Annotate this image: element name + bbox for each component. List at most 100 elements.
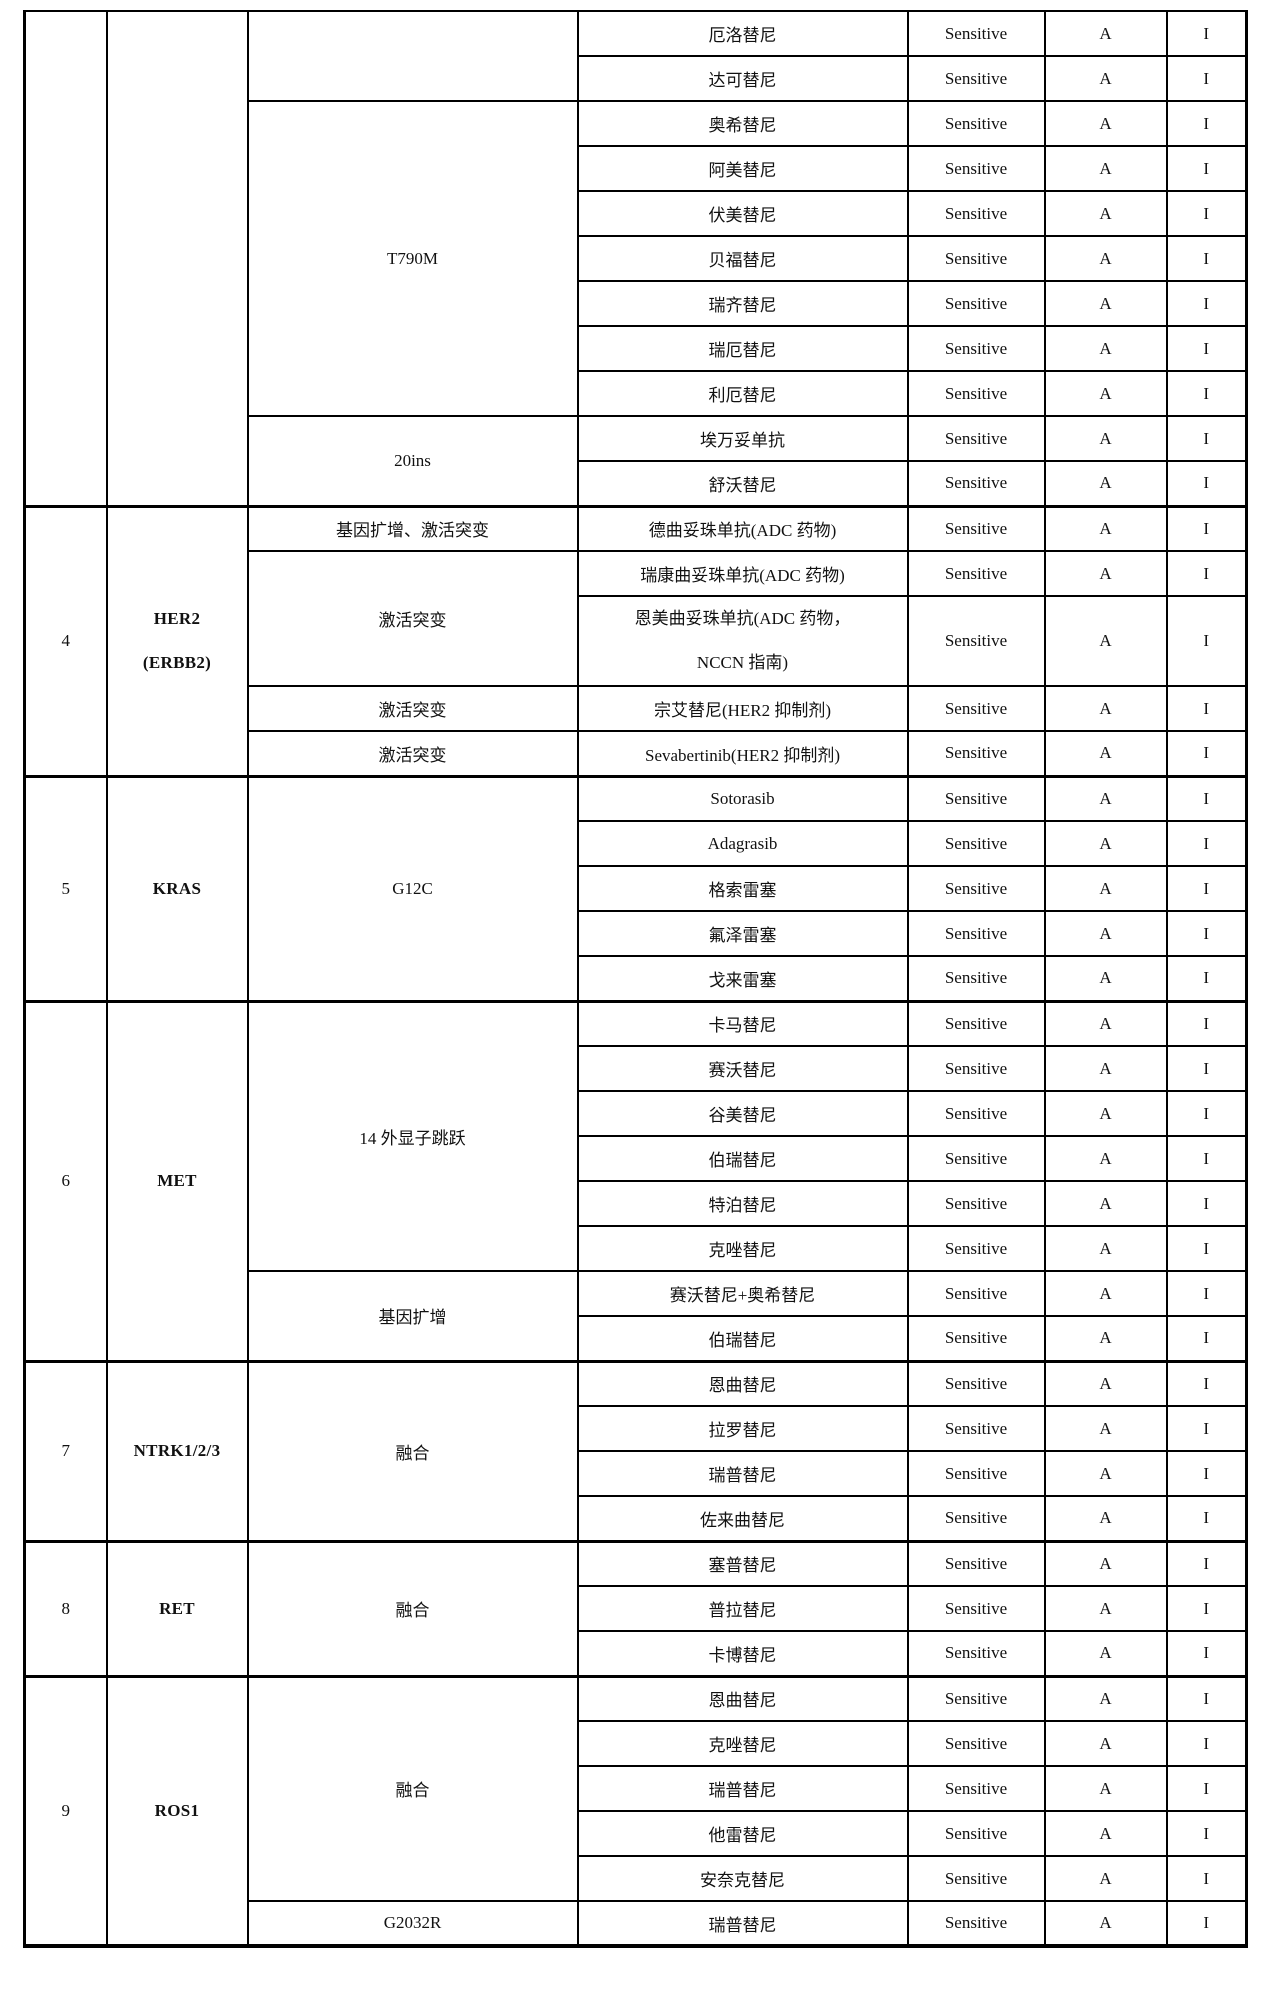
drug-cell: 赛沃替尼 (576, 1045, 909, 1092)
mutation-cell: G12C (246, 774, 579, 1002)
text-line: 瑞普替尼 (708, 1466, 777, 1485)
text-line: MET (157, 1171, 197, 1190)
evidence-level-cell: A (1043, 415, 1168, 462)
tier-cell: I (1165, 1090, 1248, 1137)
drug-cell: 达可替尼 (576, 55, 909, 102)
tier-cell: I (1165, 1270, 1248, 1317)
text-line: 基因扩增、激活突变 (336, 521, 489, 541)
text-line: 宗艾替尼(HER2 抑制剂) (653, 701, 832, 720)
index-cell: 6 (23, 999, 108, 1362)
index-cell: 8 (23, 1539, 108, 1677)
sensitivity-cell: Sensitive (906, 1765, 1046, 1812)
text-line: 14 外显子跳跃 (359, 1128, 466, 1148)
tier-cell: I (1165, 1765, 1248, 1812)
mutation-cell: 融合 (246, 1359, 579, 1542)
evidence-level-cell: A (1043, 1585, 1168, 1632)
tier-cell: I (1165, 1450, 1248, 1497)
evidence-level-cell: A (1043, 1495, 1168, 1542)
evidence-level-cell: A (1043, 1810, 1168, 1857)
tier-cell: I (1165, 10, 1248, 57)
drug-cell: 卡博替尼 (576, 1630, 909, 1677)
tier-cell: I (1165, 595, 1248, 687)
sensitivity-cell: Sensitive (906, 415, 1046, 462)
drug-cell: 伯瑞替尼 (576, 1135, 909, 1182)
sensitivity-cell: Sensitive (906, 1180, 1046, 1227)
evidence-level-cell: A (1043, 550, 1168, 597)
text-line: KRAS (152, 878, 202, 898)
tier-cell: I (1165, 550, 1248, 597)
table-row: 谷美替尼 Sensitive A I (25, 1090, 1248, 1137)
table-row: 普拉替尼 Sensitive A I (25, 1585, 1248, 1632)
evidence-level-cell: A (1043, 1674, 1168, 1722)
text-line: 他雷替尼 (708, 1826, 777, 1845)
text-line: 瑞普替尼 (708, 1781, 777, 1800)
tier-cell: I (1165, 820, 1248, 867)
sensitivity-cell: Sensitive (906, 10, 1046, 57)
sensitivity-cell: Sensitive (906, 280, 1046, 327)
sensitivity-cell: Sensitive (906, 1495, 1046, 1542)
table-row: 激活突变 Sevabertinib(HER2 抑制剂) Sensitive A I (25, 730, 1248, 777)
evidence-level-cell: A (1043, 325, 1168, 372)
sensitivity-cell: Sensitive (906, 1405, 1046, 1452)
evidence-level-cell: A (1043, 1539, 1168, 1587)
table-row: 伯瑞替尼 Sensitive A I (25, 1135, 1248, 1182)
text-line: 厄洛替尼 (708, 26, 777, 45)
text-line: 赛沃替尼+奥希替尼 (669, 1286, 816, 1305)
sensitivity-cell: Sensitive (906, 1270, 1046, 1317)
evidence-level-cell: A (1043, 1765, 1168, 1812)
sensitivity-cell: Sensitive (906, 1630, 1046, 1677)
text-line: 卡马替尼 (708, 1016, 777, 1036)
text-line: 埃万妥单抗 (700, 431, 785, 450)
evidence-level-cell: A (1043, 145, 1168, 192)
evidence-level-cell: A (1043, 999, 1168, 1047)
table-row: 4 HER2 (ERBB2) 基因扩增、激活突变 德曲妥珠单抗(ADC 药物) Sensi… (23, 504, 1248, 777)
text-line: 瑞齐替尼 (708, 296, 777, 315)
table-row: 9 ROS1 融合 恩曲替尼 Sensitive A I (23, 1674, 1248, 1947)
evidence-level-cell: A (1043, 1045, 1168, 1092)
drug-cell: 阿美替尼 (576, 145, 909, 192)
evidence-level-cell: A (1043, 235, 1168, 282)
mutation-cell: 激活突变 (246, 550, 579, 687)
tier-cell: I (1165, 235, 1248, 282)
table-row: 达可替尼 Sensitive A I (25, 55, 1248, 102)
drug-cell: 瑞齐替尼 (576, 280, 909, 327)
tier-cell: I (1165, 100, 1248, 147)
text-line: Sevabertinib(HER2 抑制剂) (645, 745, 840, 765)
text-line: 融合 (395, 1601, 430, 1620)
sensitivity-cell: Sensitive (906, 1090, 1046, 1137)
text-line: 德曲妥珠单抗(ADC 药物) (648, 521, 837, 541)
sensitivity-cell: Sensitive (906, 1539, 1046, 1587)
drug-cell: 卡马替尼 (576, 999, 909, 1047)
sensitivity-cell: Sensitive (906, 1720, 1046, 1767)
tier-cell: I (1165, 1585, 1248, 1632)
sensitivity-cell: Sensitive (906, 235, 1046, 282)
tier-cell: I (1165, 1045, 1248, 1092)
gene-cell: RET (105, 1539, 249, 1677)
evidence-level-cell: A (1043, 1359, 1168, 1407)
evidence-level-cell: A (1043, 685, 1168, 732)
mutation-cell: G2032R (246, 1900, 579, 1947)
evidence-level-cell: A (1043, 955, 1168, 1002)
text-line: 格索雷塞 (708, 881, 777, 900)
table-row: 5 KRAS G12C Sotorasib Sensitive A I (23, 774, 1248, 1002)
evidence-level-cell: A (1043, 1135, 1168, 1182)
gene-cell: HER2 (ERBB2) (105, 504, 249, 777)
table-row: 佐来曲替尼 Sensitive A I (25, 1495, 1248, 1542)
sensitivity-cell: Sensitive (906, 820, 1046, 867)
tier-cell: I (1165, 504, 1248, 552)
evidence-level-cell: A (1043, 100, 1168, 147)
table-row: 瑞厄替尼 Sensitive A I (25, 325, 1248, 372)
table-row: Adagrasib Sensitive A I (25, 820, 1248, 867)
table-row: 克唑替尼 Sensitive A I (25, 1225, 1248, 1272)
drug-cell: 利厄替尼 (576, 370, 909, 417)
sensitivity-cell: Sensitive (906, 1315, 1046, 1362)
text-line: 佐来曲替尼 (700, 1510, 785, 1530)
tier-cell: I (1165, 1720, 1248, 1767)
table-row: 氟泽雷塞 Sensitive A I (25, 910, 1248, 957)
drug-cell: 恩美曲妥珠单抗(ADC 药物， NCCN 指南) (576, 595, 909, 687)
text-line: Adagrasib (707, 833, 778, 853)
text-line: NCCN 指南) (696, 653, 789, 672)
table-row: 伏美替尼 Sensitive A I (25, 190, 1248, 237)
evidence-level-cell: A (1043, 1720, 1168, 1767)
table-row: T790M 奥希替尼 Sensitive A I (25, 100, 1248, 417)
